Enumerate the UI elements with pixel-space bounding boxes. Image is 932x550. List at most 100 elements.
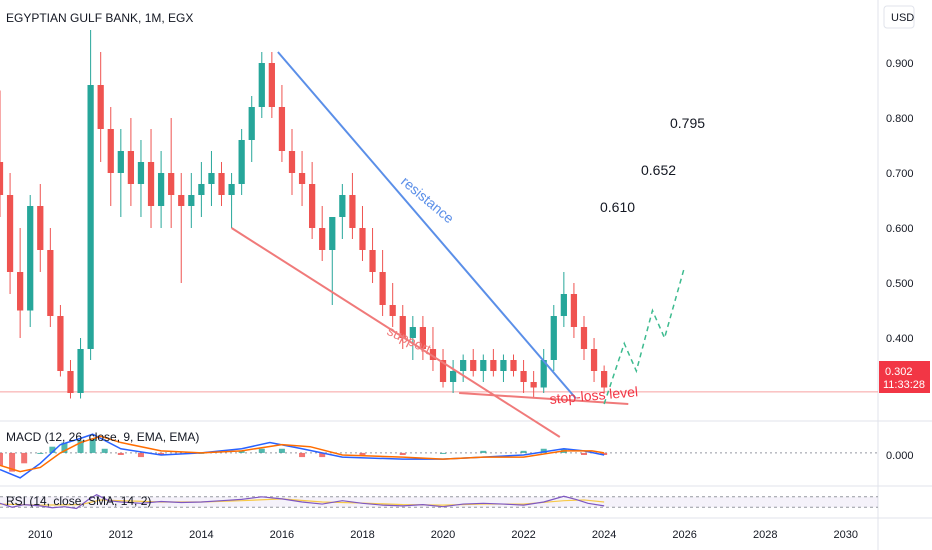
- macd-histogram-bar: [258, 448, 265, 453]
- candle: [540, 349, 547, 393]
- candle: [228, 173, 235, 228]
- time-tick-label: 2030: [834, 529, 858, 541]
- candle-body: [107, 129, 114, 173]
- candle-body: [550, 316, 557, 360]
- price-axis[interactable]: USD: [883, 5, 915, 29]
- currency-button[interactable]: [883, 5, 915, 29]
- candle: [6, 173, 14, 294]
- candle: [298, 151, 306, 206]
- candle-body: [258, 63, 265, 107]
- price-tick-label: 0.900: [886, 58, 914, 70]
- candle: [117, 129, 124, 217]
- current-price-value: 0.302: [885, 366, 913, 378]
- candle: [198, 162, 205, 217]
- macd-signal-line: [0, 435, 605, 473]
- macd-histogram-bar: [601, 452, 608, 455]
- macd-histogram-bar: [399, 452, 406, 455]
- macd-histogram-bar: [101, 448, 108, 453]
- price-tick-label: 0.400: [886, 333, 914, 345]
- macd-histogram-bar: [37, 452, 44, 454]
- candle-body: [319, 228, 326, 250]
- stop-loss-label: stop-loss level: [549, 383, 639, 407]
- candle: [500, 354, 507, 382]
- candle-body: [0, 162, 4, 195]
- time-tick-label: 2016: [270, 529, 294, 541]
- candle: [238, 129, 245, 195]
- candlesticks: [0, 30, 608, 399]
- candle-body: [268, 63, 275, 107]
- candle: [57, 305, 64, 377]
- macd-histogram-bar: [440, 452, 447, 454]
- candle: [460, 354, 467, 382]
- candle: [37, 184, 44, 272]
- macd-line: [0, 433, 605, 479]
- candle: [208, 151, 215, 206]
- candle-body: [309, 184, 316, 228]
- candle: [449, 360, 457, 393]
- candle-body: [490, 360, 497, 371]
- candle: [470, 349, 477, 377]
- macd-pane[interactable]: [0, 433, 878, 479]
- candle: [399, 305, 406, 349]
- candle-body: [208, 173, 215, 184]
- projection-polyline: [603, 266, 686, 405]
- candle-body: [399, 316, 406, 338]
- macd-histogram-bar: [9, 452, 16, 472]
- target-label-1: 0.795: [670, 115, 705, 131]
- candle: [319, 206, 326, 261]
- candle: [278, 85, 286, 162]
- candle-body: [480, 360, 487, 371]
- macd-histogram-bar: [480, 450, 487, 453]
- candle: [590, 338, 598, 382]
- candle-body: [198, 184, 205, 195]
- time-tick-label: 2010: [28, 529, 52, 541]
- candle: [97, 52, 104, 162]
- trendlines: [231, 51, 629, 438]
- candle-body: [178, 195, 185, 206]
- candle-body: [590, 349, 598, 371]
- macd-histogram-bar: [158, 452, 165, 455]
- time-tick-label: 2018: [350, 529, 374, 541]
- candle: [218, 162, 225, 206]
- candle: [137, 140, 145, 217]
- candle: [530, 371, 537, 399]
- candle-body: [460, 360, 467, 371]
- candle: [178, 173, 185, 283]
- candle-body: [147, 162, 155, 206]
- candle: [258, 52, 265, 118]
- candle: [168, 118, 175, 228]
- candle: [147, 129, 155, 228]
- candle: [47, 228, 54, 327]
- candle-body: [449, 371, 457, 382]
- candle: [329, 217, 336, 305]
- candle: [429, 327, 437, 371]
- support-line: [231, 227, 561, 438]
- time-tick-label: 2012: [109, 529, 133, 541]
- candle-body: [67, 371, 74, 393]
- candle-body: [87, 85, 94, 349]
- candle: [510, 354, 517, 377]
- macd-label: MACD (12, 26, close, 9, EMA, EMA): [6, 430, 199, 444]
- candle: [77, 338, 84, 399]
- candle-body: [248, 107, 255, 140]
- rsi-pane[interactable]: [0, 494, 878, 510]
- price-tick-label: 0.600: [886, 223, 914, 235]
- candle: [0, 90, 4, 217]
- candle-body: [419, 327, 427, 349]
- candle-body: [520, 371, 527, 382]
- candle-body: [369, 250, 376, 272]
- candle-body: [429, 349, 437, 360]
- resistance-label: resistance: [398, 173, 457, 226]
- macd-histogram-bar: [278, 448, 285, 453]
- macd-histogram-bar: [359, 452, 366, 455]
- candle-body: [27, 206, 34, 311]
- candle: [17, 228, 24, 338]
- candle: [550, 305, 557, 371]
- candle-body: [409, 327, 416, 338]
- candle: [349, 173, 356, 239]
- candle-body: [580, 327, 588, 349]
- time-axis[interactable]: 2010 2012 2014 2016 2018 2020 2022 2024 2026 2028…: [28, 529, 858, 541]
- candle-body: [379, 272, 386, 305]
- macd-histogram-bar: [540, 448, 547, 453]
